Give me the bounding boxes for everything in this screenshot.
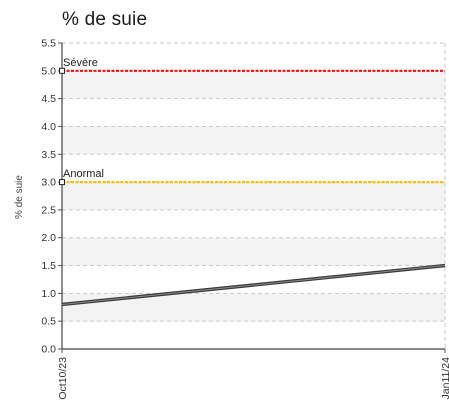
y-tick-label: 5.0 — [41, 65, 56, 77]
y-tick-label: 3.5 — [41, 149, 56, 161]
y-tick-label: 2.0 — [41, 232, 56, 244]
grid-band — [62, 126, 445, 154]
grid-band — [62, 43, 445, 71]
threshold-marker — [60, 68, 65, 73]
y-tick-label: 1.0 — [41, 288, 56, 300]
y-tick-label: 1.5 — [41, 260, 56, 272]
grid-band — [62, 71, 445, 99]
threshold-label: Sévère — [63, 57, 98, 69]
grid-band — [62, 182, 445, 210]
grid-band — [62, 321, 445, 349]
grid-band — [62, 210, 445, 238]
threshold-label: Anormal — [63, 168, 104, 180]
threshold-marker — [60, 180, 65, 185]
y-axis-label: % de suie — [14, 175, 25, 219]
x-tick-label: Jan11/24 — [440, 357, 449, 400]
background-bands — [62, 43, 445, 349]
chart-title: % de suie — [62, 9, 147, 31]
grid-band — [62, 238, 445, 266]
y-tick-label: 3.0 — [41, 177, 56, 189]
y-tick-label: 0.5 — [41, 316, 56, 328]
x-tick-label: Oct10/23 — [57, 357, 69, 400]
y-tick-label: 0.0 — [41, 344, 56, 356]
grid-band — [62, 154, 445, 182]
y-tick-label: 2.5 — [41, 204, 56, 216]
y-tick-label: 4.5 — [41, 93, 56, 105]
y-tick-label: 5.5 — [41, 38, 56, 50]
y-tick-label: 4.0 — [41, 121, 56, 133]
grid-band — [62, 99, 445, 127]
